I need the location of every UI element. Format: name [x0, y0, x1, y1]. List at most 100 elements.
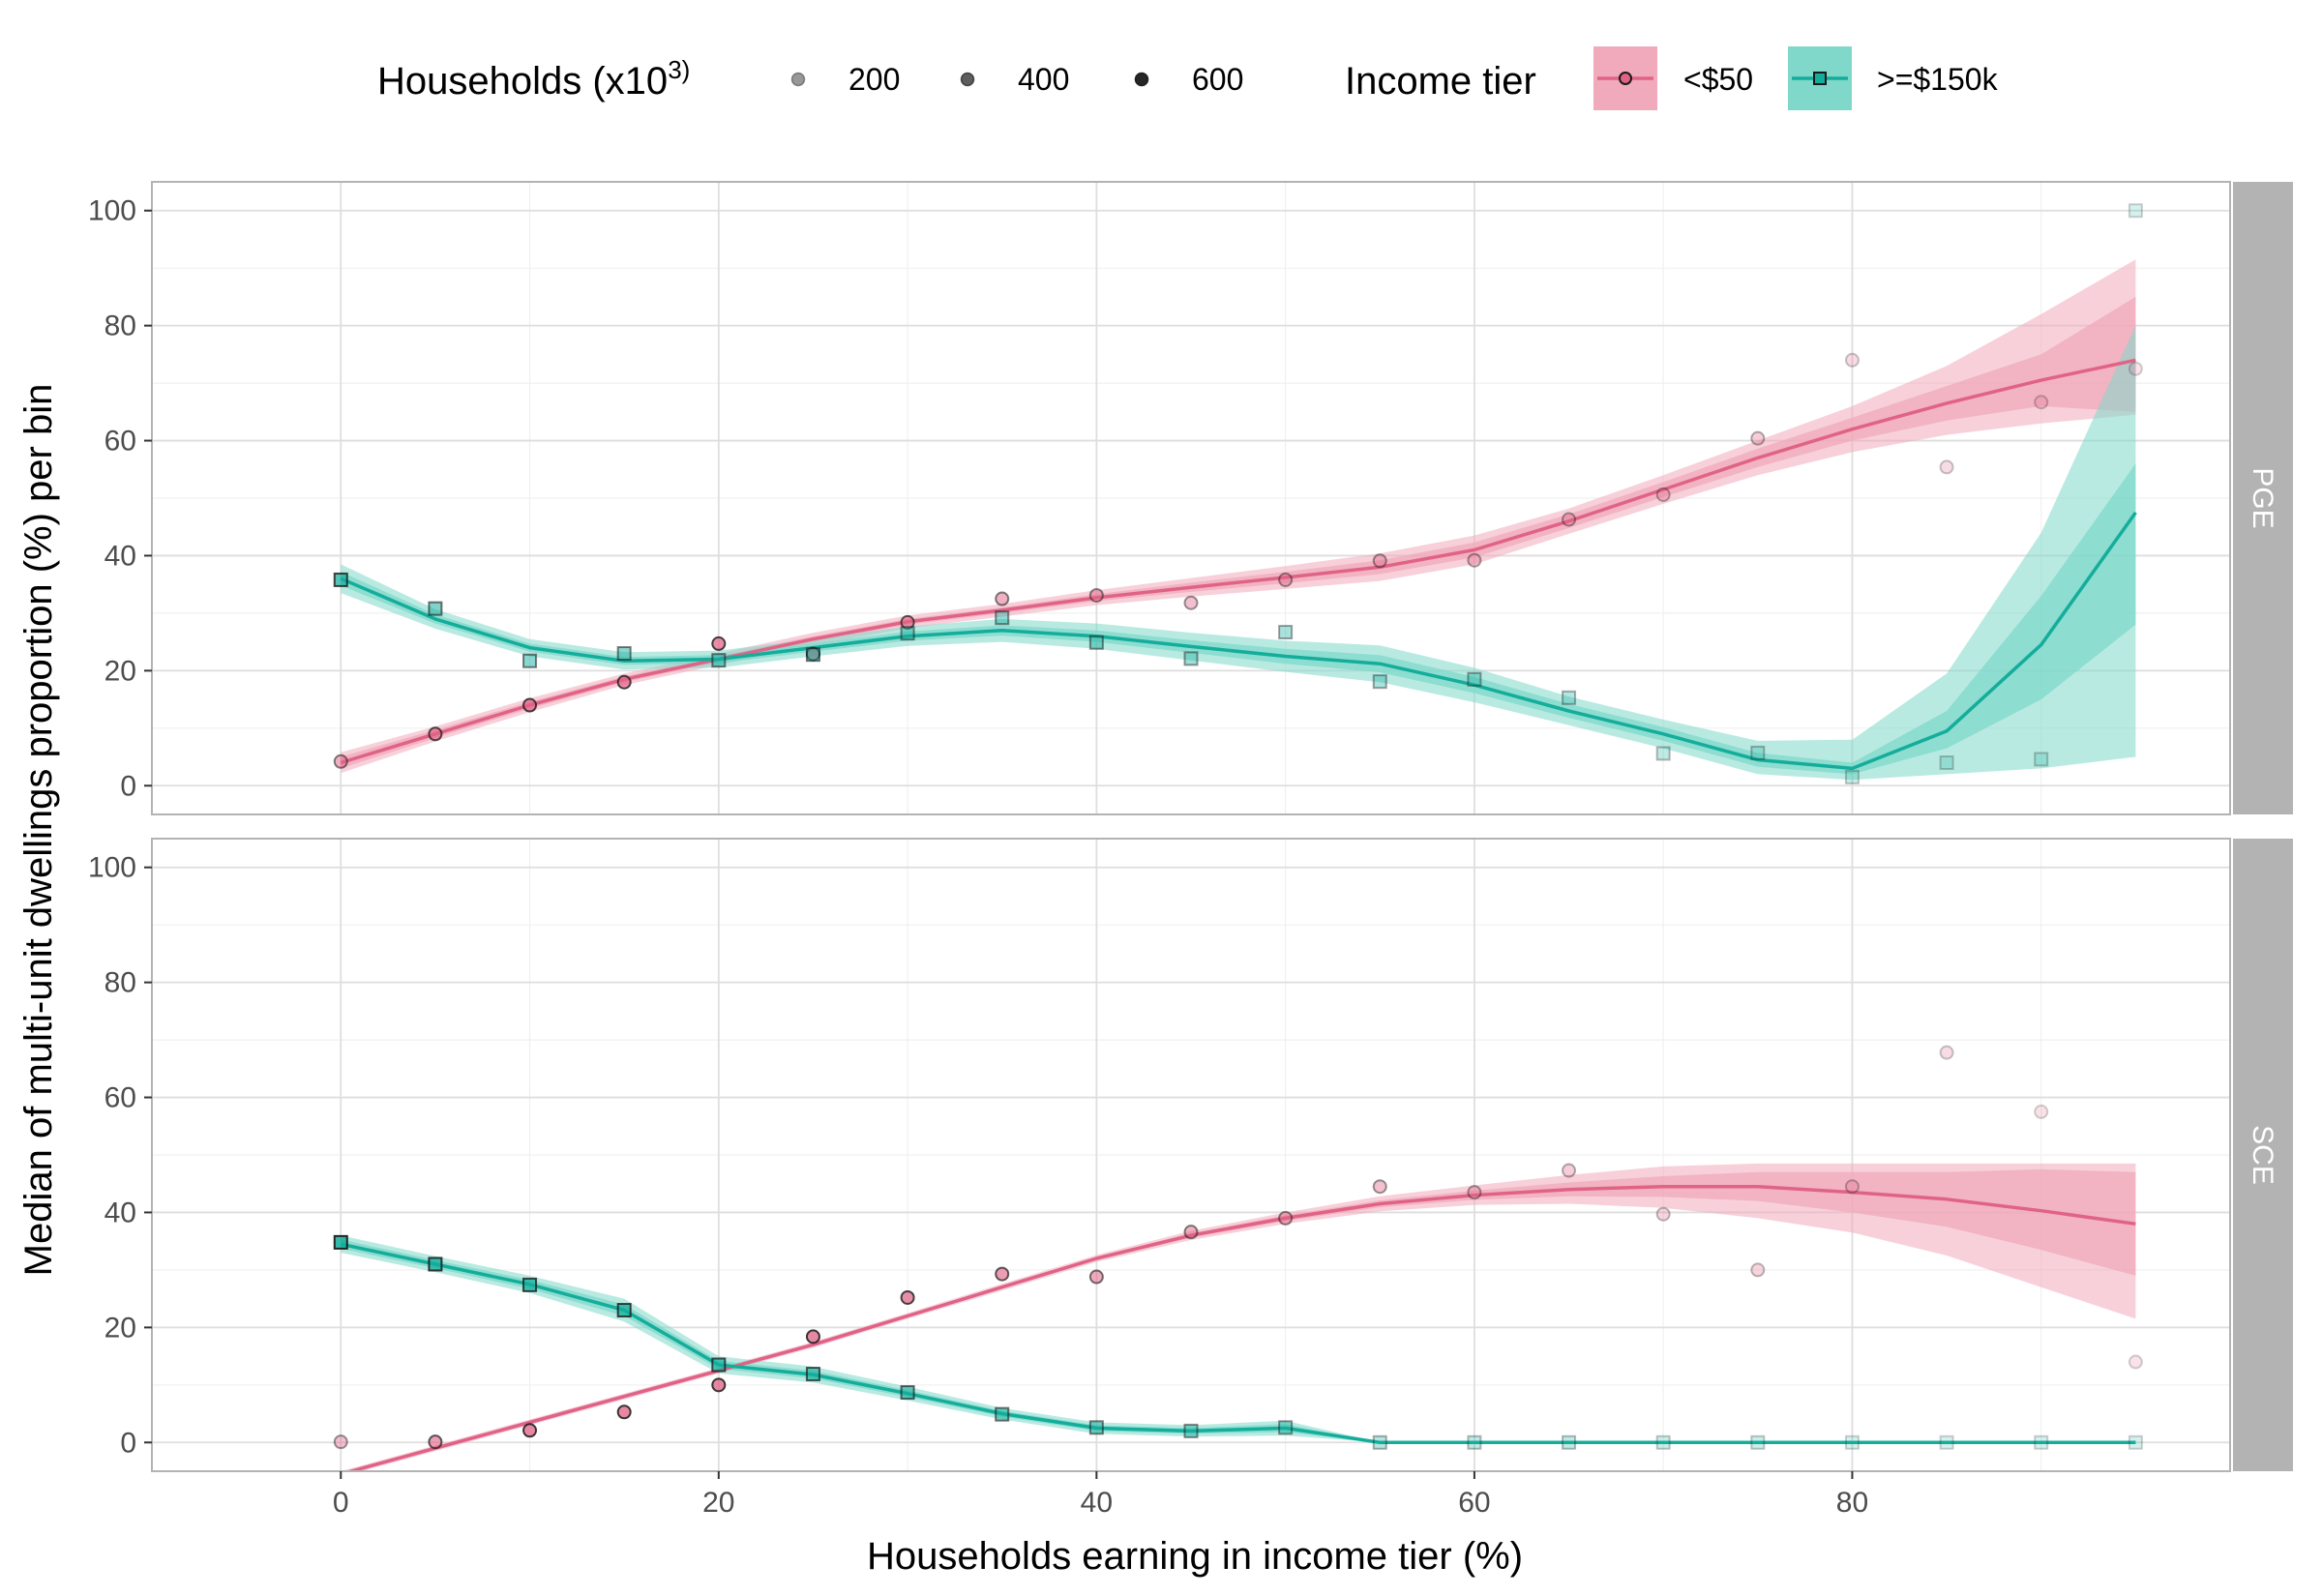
fit-line	[340, 511, 2137, 771]
data-point	[1467, 671, 1482, 687]
data-point	[1467, 1434, 1482, 1450]
data-point	[900, 626, 915, 641]
tier-legend-marker	[1619, 72, 1632, 85]
fit-line	[340, 1242, 2136, 1445]
data-point	[1088, 635, 1104, 650]
x-axis-title: Households earning in income tier (%)	[867, 1535, 1523, 1578]
data-point	[428, 1434, 443, 1450]
data-point	[1750, 1262, 1766, 1278]
data-point	[900, 1289, 915, 1305]
data-point	[1467, 552, 1482, 568]
data-point	[333, 754, 348, 769]
data-point	[428, 1256, 443, 1272]
facet-strip-label: SCE	[2247, 1125, 2278, 1185]
data-point	[900, 614, 915, 630]
facet-strip	[2233, 839, 2293, 1471]
data-point	[1278, 1420, 1294, 1435]
data-point	[522, 1277, 538, 1292]
size-legend-title: Households (x103)	[377, 55, 690, 103]
data-point	[1183, 595, 1199, 610]
data-point	[1562, 690, 1577, 705]
data-point	[1939, 1045, 1954, 1060]
fit-line	[340, 358, 2136, 765]
tier-legend-title: Income tier	[1345, 60, 1536, 103]
size-legend-key	[960, 72, 975, 87]
data-point	[1278, 572, 1294, 587]
data-point	[995, 610, 1010, 626]
data-point	[1844, 769, 1860, 784]
data-point	[1939, 1434, 1954, 1450]
data-point	[1372, 553, 1387, 569]
y-tick-label: 20	[104, 1312, 136, 1344]
data-point	[805, 647, 820, 663]
panel-border	[151, 181, 2231, 815]
data-point	[1183, 1225, 1199, 1240]
data-point	[1562, 1163, 1577, 1178]
data-point	[1088, 1269, 1104, 1285]
size-legend-label: 600	[1192, 62, 1243, 97]
data-point	[1278, 1210, 1294, 1226]
data-point	[1183, 1423, 1199, 1438]
data-point	[995, 591, 1010, 606]
size-legend-key	[790, 72, 806, 87]
data-point	[333, 1234, 348, 1250]
data-point	[1655, 1434, 1671, 1450]
data-point	[1844, 1434, 1860, 1450]
data-point	[1467, 1185, 1482, 1200]
data-point	[1655, 487, 1671, 502]
y-tick-label: 0	[120, 770, 136, 802]
legend: Households (x103) 200 400 600 Income tier …	[377, 46, 1999, 110]
data-point	[1939, 459, 1954, 475]
data-point	[1278, 625, 1294, 640]
x-tick-label: 40	[1081, 1487, 1113, 1519]
y-tick-label: 100	[88, 195, 136, 227]
data-point	[522, 697, 538, 713]
data-point	[616, 646, 632, 662]
data-point	[1562, 1434, 1577, 1450]
data-point	[1750, 1434, 1766, 1450]
data-point	[2034, 395, 2049, 410]
y-tick-label: 40	[104, 1197, 136, 1228]
x-tick-label: 0	[333, 1487, 349, 1519]
panel-border	[151, 838, 2231, 1472]
data-point	[1655, 1206, 1671, 1222]
y-axis-title: Median of multi-unit dwellings proportio…	[17, 384, 60, 1277]
data-point	[1562, 512, 1577, 527]
data-point	[1655, 746, 1671, 761]
data-point	[711, 635, 727, 651]
data-point	[995, 1266, 1010, 1282]
data-point	[1372, 1179, 1387, 1195]
data-point	[1088, 587, 1104, 603]
fit-line	[344, 1184, 2136, 1471]
data-point	[2128, 203, 2143, 219]
y-tick-label: 60	[104, 1082, 136, 1114]
data-point	[2034, 1434, 2049, 1450]
data-point	[522, 653, 538, 668]
data-point	[2128, 1354, 2143, 1370]
data-point	[428, 601, 443, 616]
data-point	[1183, 651, 1199, 666]
data-point	[1372, 674, 1387, 690]
data-point	[2034, 752, 2049, 767]
data-point	[2034, 1104, 2049, 1119]
data-point	[1844, 1179, 1860, 1195]
y-tick-label: 100	[88, 852, 136, 884]
data-point	[1939, 754, 1954, 770]
data-point	[333, 572, 348, 587]
data-point	[616, 674, 632, 690]
data-point	[616, 1404, 632, 1420]
size-legend-label: 200	[848, 62, 900, 97]
y-tick-label: 40	[104, 540, 136, 572]
data-point	[711, 1357, 727, 1373]
size-legend-label: 400	[1018, 62, 1069, 97]
panel-sce: 0 20 40 60 80 100 SCE	[88, 838, 2293, 1472]
data-point	[1750, 745, 1766, 760]
data-point	[711, 1377, 727, 1393]
size-legend-key	[1134, 72, 1149, 87]
y-tick-label: 60	[104, 426, 136, 458]
data-point	[995, 1406, 1010, 1422]
y-tick-label: 20	[104, 655, 136, 687]
data-point	[805, 1367, 820, 1382]
panel-pge: 0 20 40 60 80 100 PGE	[88, 181, 2293, 815]
data-point	[1372, 1434, 1387, 1450]
